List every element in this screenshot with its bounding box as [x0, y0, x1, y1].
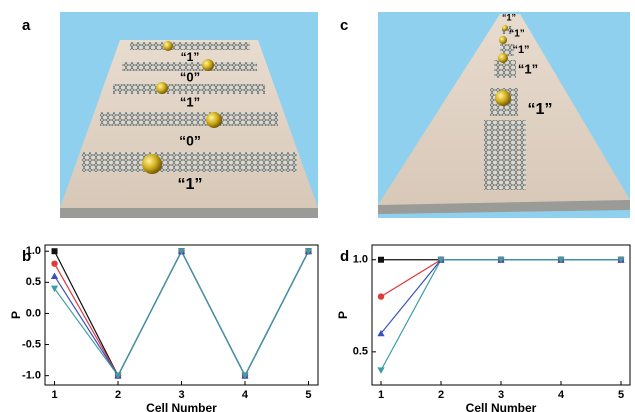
ribbon: [130, 42, 250, 50]
plot-frame: [45, 245, 318, 385]
panel-label: d: [340, 248, 349, 265]
x-tick-label: 5: [618, 389, 624, 401]
bit-label: “1”: [502, 12, 516, 22]
ball: [498, 53, 508, 63]
x-axis-title: Cell Number: [466, 401, 537, 412]
point: [378, 257, 384, 263]
x-tick-label: 4: [558, 389, 565, 401]
point: [377, 367, 384, 373]
y-axis-title: P: [336, 311, 350, 319]
panel-label: b: [22, 248, 31, 265]
ribbon: [82, 152, 297, 172]
point: [51, 260, 57, 266]
ball: [202, 59, 214, 71]
x-tick-label: 3: [498, 389, 504, 401]
point: [52, 248, 58, 254]
y-tick-label: 0.5: [353, 346, 368, 358]
y-tick-label: -0.5: [22, 338, 41, 350]
series-line: [55, 251, 309, 375]
series-line: [55, 251, 309, 375]
ball: [206, 112, 222, 128]
series-line: [55, 251, 309, 375]
bit-label: “1”: [181, 50, 200, 64]
panel-label: a: [22, 17, 31, 34]
panel-label: c: [340, 17, 348, 34]
x-tick-label: 3: [178, 389, 184, 401]
series-line: [381, 260, 621, 297]
bit-label: “1”: [509, 29, 525, 40]
y-tick-label: 1.0: [353, 254, 368, 266]
bit-label: “0”: [180, 69, 200, 84]
ribbon: [113, 84, 265, 94]
y-tick-label: 0.0: [26, 307, 41, 319]
bit-label: “1”: [518, 61, 538, 76]
ribbon: [100, 112, 278, 126]
ribbon: [494, 60, 516, 78]
x-tick-label: 1: [51, 389, 57, 401]
ball: [156, 82, 168, 94]
floor-edge: [60, 208, 318, 218]
series-line: [381, 260, 621, 371]
bit-label: “0”: [179, 133, 201, 149]
series-line: [381, 260, 621, 334]
ball: [495, 90, 511, 106]
series-line: [55, 251, 309, 375]
bit-label: “1”: [528, 101, 553, 118]
ball: [499, 36, 507, 44]
y-tick-label: -1.0: [22, 370, 41, 382]
bit-label: “1”: [512, 44, 529, 56]
illustration-c: [378, 12, 630, 218]
ribbon: [484, 120, 526, 190]
x-tick-label: 4: [242, 389, 249, 401]
figure: a “1” “0” “1” “0” “1” c “1” “1” “1” “1” “1” 1 2 3 4 5 -1.…: [0, 0, 635, 412]
x-tick-label: 2: [115, 389, 121, 401]
y-axis-title: P: [9, 311, 23, 319]
x-axis-title: Cell Number: [146, 401, 217, 412]
bit-label: “1”: [180, 94, 200, 109]
x-tick-label: 5: [305, 389, 311, 401]
ball: [142, 154, 162, 174]
point: [51, 273, 58, 279]
ball: [502, 25, 508, 31]
point: [378, 293, 384, 299]
bit-label: “1”: [178, 176, 203, 193]
y-tick-label: 0.5: [26, 276, 41, 288]
x-tick-label: 2: [438, 389, 444, 401]
ball: [163, 41, 173, 51]
x-tick-label: 1: [378, 389, 384, 401]
